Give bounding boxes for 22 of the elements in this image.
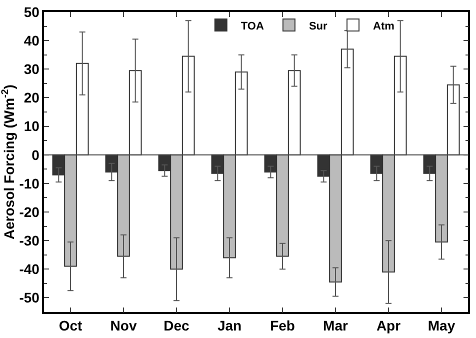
legend-label: TOA <box>240 20 264 32</box>
x-tick-label: Feb <box>270 318 295 334</box>
legend-label: Atm <box>373 20 395 32</box>
y-tick-label: 10 <box>24 118 40 134</box>
x-tick-label: Mar <box>323 318 348 334</box>
y-tick-label: 50 <box>24 4 40 20</box>
y-tick-label: -50 <box>19 290 40 306</box>
y-tick-label: -20 <box>19 204 40 220</box>
y-tick-label: 0 <box>32 146 40 163</box>
y-tick-label: -30 <box>19 232 40 248</box>
x-tick-label: Nov <box>110 318 137 334</box>
x-tick-label: Jan <box>217 318 242 334</box>
y-tick-label: -40 <box>19 261 40 278</box>
y-tick-label: 40 <box>24 32 40 48</box>
x-tick-label: May <box>428 318 456 334</box>
legend-label: Sur <box>308 20 328 32</box>
x-tick-label: Dec <box>164 318 190 334</box>
y-tick-label: 20 <box>24 90 40 106</box>
x-tick-label: Apr <box>376 318 402 334</box>
x-tick-label: Oct <box>58 318 83 334</box>
y-tick-label: 30 <box>24 61 40 78</box>
y-tick-label: -10 <box>19 175 40 192</box>
